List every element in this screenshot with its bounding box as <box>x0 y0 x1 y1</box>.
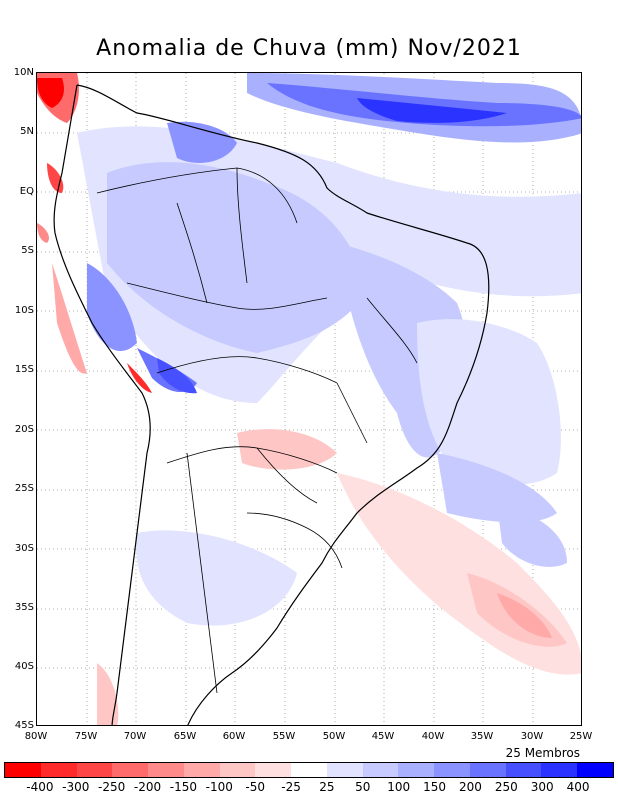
lon-label: 25W <box>569 731 593 742</box>
political-borders <box>96 167 418 694</box>
lon-label: 70W <box>123 731 147 742</box>
lon-label: 35W <box>470 731 494 742</box>
colorbar-label: 150 <box>423 780 447 794</box>
colorbar-swatch <box>183 763 220 777</box>
colorbar-label: 400 <box>566 780 590 794</box>
map-canvas <box>37 73 581 725</box>
colorbar-label: 200 <box>459 780 482 794</box>
colorbar-swatch <box>112 763 149 777</box>
lat-label: 30S <box>14 543 34 554</box>
colorbar-swatch <box>434 763 470 777</box>
lon-label: 60W <box>222 731 246 742</box>
colorbar-label: -250 <box>98 780 126 794</box>
colorbar-label: -400 <box>26 780 54 794</box>
lon-label: 50W <box>322 731 346 742</box>
colorbar-swatch <box>5 763 41 777</box>
map-title: Anomalia de Chuva (mm) Nov/2021 <box>96 36 522 61</box>
colorbar-label: -100 <box>205 780 233 794</box>
rainfall-anomaly-map <box>36 72 582 726</box>
colorbar-swatch <box>219 763 256 777</box>
colorbar-swatch <box>326 763 363 777</box>
colorbar-swatch <box>255 763 292 777</box>
colorbar-label: -150 <box>169 780 198 794</box>
lon-label: 55W <box>272 731 296 742</box>
colorbar-swatch <box>291 763 327 777</box>
lon-label: 30W <box>520 731 544 742</box>
colorbar-label: 300 <box>530 780 554 794</box>
colorbar-swatch <box>541 763 578 777</box>
lat-label: 25S <box>14 483 34 494</box>
lon-label: 65W <box>173 731 197 742</box>
colorbar-label: 25 <box>319 780 335 794</box>
colorbar <box>4 762 614 778</box>
colorbar-swatch <box>40 763 77 777</box>
colorbar-label: -200 <box>133 780 162 794</box>
colorbar-swatch <box>362 763 399 777</box>
lat-label: 40S <box>14 661 34 672</box>
lat-label: EQ <box>19 186 34 197</box>
lat-label: 35S <box>14 602 34 613</box>
positive-anomaly-shading <box>77 73 581 626</box>
negative-anomaly-shading <box>37 73 581 725</box>
lon-label: 75W <box>74 731 98 742</box>
colorbar-swatch <box>577 763 614 777</box>
lat-label: 15S <box>14 364 34 375</box>
lon-label: 40W <box>421 731 445 742</box>
lat-label: 5S <box>21 245 34 256</box>
lon-label: 45W <box>371 731 395 742</box>
colorbar-label: 250 <box>494 780 518 794</box>
colorbar-label: -50 <box>245 780 265 794</box>
colorbar-label: -25 <box>281 780 301 794</box>
colorbar-swatch <box>148 763 184 777</box>
coastline <box>53 84 490 725</box>
lon-label: 80W <box>24 731 48 742</box>
colorbar-swatch <box>505 763 542 777</box>
colorbar-swatch <box>469 763 506 777</box>
lat-label: 5N <box>20 126 34 137</box>
colorbar-swatch <box>76 763 113 777</box>
colorbar-swatch <box>398 763 435 777</box>
lat-label: 10S <box>14 305 34 316</box>
colorbar-label: -300 <box>62 780 90 794</box>
lat-label: 20S <box>14 424 34 435</box>
colorbar-label: 100 <box>387 780 411 794</box>
lat-label: 10N <box>13 67 34 78</box>
lat-label: 45S <box>14 720 34 731</box>
ensemble-members-label: 25 Membros <box>505 746 580 760</box>
colorbar-label: 50 <box>355 780 371 794</box>
